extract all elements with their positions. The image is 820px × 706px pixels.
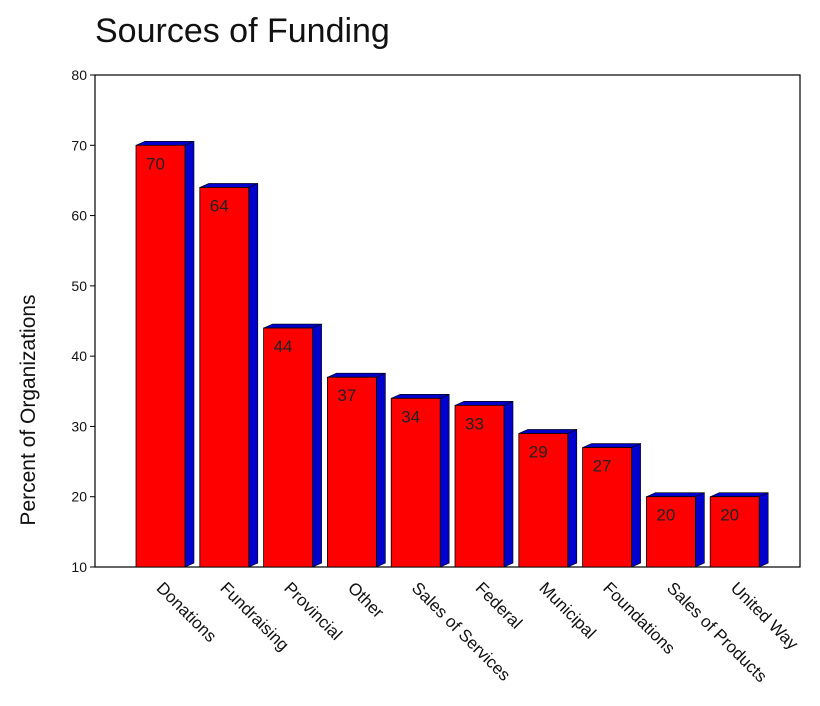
bar: 29 <box>518 428 578 568</box>
bar-value-label: 70 <box>146 154 165 173</box>
bar-top <box>582 443 641 448</box>
bar: 20 <box>709 492 769 568</box>
y-tick-label: 30 <box>71 418 87 434</box>
bar-side <box>184 140 195 568</box>
bar-top <box>646 492 705 498</box>
y-tick-label: 60 <box>71 208 87 224</box>
bar-value-label: 29 <box>529 442 548 461</box>
bar: 33 <box>454 400 514 568</box>
bar-value-label: 34 <box>401 407 420 426</box>
bar-side <box>439 393 450 568</box>
bar: 37 <box>326 372 386 568</box>
bar-face <box>646 496 696 568</box>
bar-face <box>582 447 632 568</box>
bar-side <box>758 492 769 568</box>
bar: 34 <box>390 393 450 568</box>
x-category-label: Provincial <box>280 578 346 644</box>
bar: 64 <box>199 182 259 568</box>
bar-face <box>390 397 441 568</box>
x-category-label: Other <box>344 578 388 622</box>
y-axis-label: Percent of Organizations <box>17 294 40 525</box>
y-tick-label: 40 <box>71 348 87 364</box>
bar: 20 <box>646 492 705 568</box>
plot-frame <box>94 74 801 568</box>
bar-face <box>709 496 760 568</box>
bar-top <box>135 140 195 146</box>
bar-side <box>631 443 641 568</box>
y-tick-label: 70 <box>71 137 87 153</box>
x-category-label: Federal <box>472 578 526 632</box>
bar-side <box>567 428 578 568</box>
y-tick-label: 80 <box>71 67 87 83</box>
bar-top <box>263 323 322 329</box>
y-tick-label: 20 <box>71 489 87 505</box>
bar-value-label: 20 <box>656 506 675 525</box>
bar-value-label: 20 <box>720 506 739 525</box>
bar-value-label: 37 <box>337 386 356 405</box>
bar-top <box>199 183 258 188</box>
bar: 44 <box>263 323 322 568</box>
bar-face <box>135 144 186 568</box>
x-category-label: Donations <box>153 578 221 646</box>
bar-face <box>454 404 505 568</box>
bar-top <box>454 401 514 406</box>
bar-side <box>503 400 514 568</box>
bar: 27 <box>582 443 641 568</box>
bar-side <box>248 182 259 568</box>
bar-face <box>263 327 314 568</box>
bar-value-label: 44 <box>274 337 293 356</box>
bar-side <box>376 372 386 568</box>
bar-side <box>695 492 705 568</box>
bar-top <box>391 394 450 399</box>
bars: 70 64 44 37 34 33 29 27 20 20 <box>135 140 769 568</box>
bar-top <box>710 492 769 498</box>
bar-value-label: 27 <box>593 457 612 476</box>
bar-face <box>326 376 377 568</box>
bar-side <box>312 323 322 568</box>
bar-value-label: 33 <box>465 414 484 433</box>
y-axis: 10 20 30 40 50 60 70 80 <box>71 67 95 575</box>
y-tick-label: 50 <box>71 278 87 294</box>
bar-top <box>518 429 577 434</box>
bar-top <box>327 372 386 378</box>
bar: 70 <box>135 140 195 568</box>
bar-face <box>199 187 250 568</box>
x-category-label: Municipal <box>535 578 599 642</box>
bar-face <box>518 433 569 568</box>
chart-title: Sources of Funding <box>95 12 390 50</box>
bar-value-label: 64 <box>210 196 229 215</box>
y-tick-label: 10 <box>71 559 87 575</box>
